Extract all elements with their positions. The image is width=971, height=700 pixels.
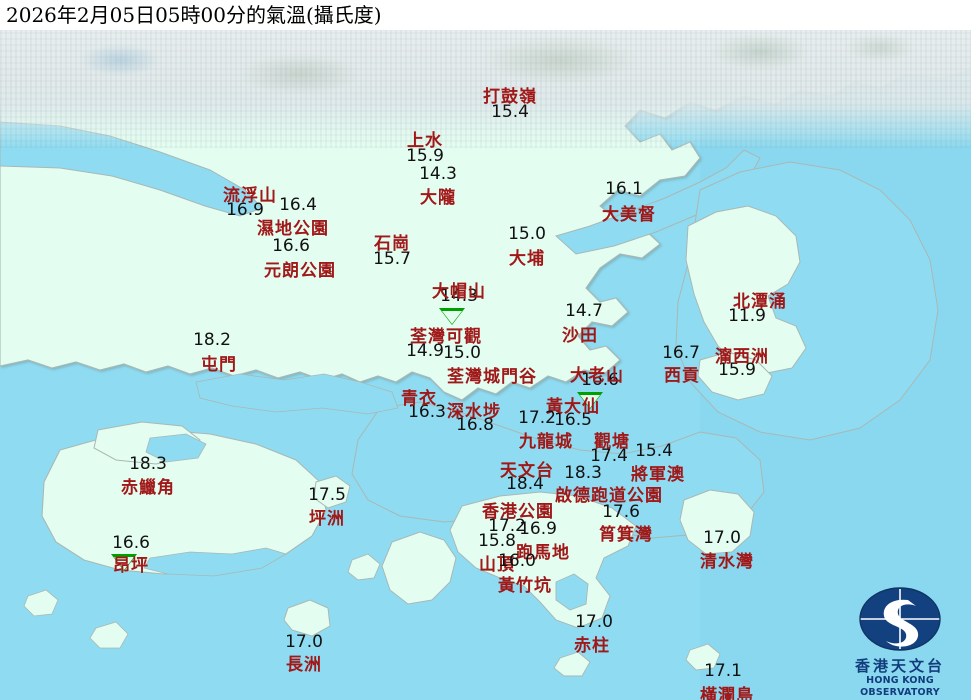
- station-temperature-value: 16.9: [519, 519, 557, 539]
- station-name-label: 石崗: [374, 234, 410, 254]
- hong-kong-map[interactable]: 15.4 打鼓嶺 15.9 上水 14.3 大隴 16.9 流浮山 16.4 濕地公園 16.6 元朗…: [0, 30, 971, 700]
- station-name-label: 九龍城: [519, 432, 573, 452]
- station-name-label: 濕地公園: [257, 219, 329, 239]
- station-name-label: 跑馬地: [516, 543, 570, 563]
- hko-name-zh: 香港天文台: [854, 657, 945, 675]
- station-name-label: 元朗公園: [264, 261, 336, 281]
- hko-name-en: HONG KONG OBSERVATORY: [860, 675, 940, 698]
- station-temperature-value: 16.4: [279, 195, 317, 215]
- station-name-label: 香港公園: [482, 502, 554, 522]
- station-name-label: 澝西洲: [715, 347, 769, 367]
- hko-emblem-icon: [859, 587, 941, 651]
- station-name-label: 觀塘: [594, 432, 630, 452]
- station-temperature-value: 17.1: [704, 661, 742, 681]
- station-temperature-value: 18.2: [193, 330, 231, 350]
- station-temperature-value: 17.0: [703, 528, 741, 548]
- station-temperature-value: 16.9: [226, 200, 264, 220]
- station-name-label: 大老山: [570, 366, 624, 386]
- station-temperature-value: 16.1: [605, 179, 643, 199]
- station-temperature-value: 17.5: [308, 485, 346, 505]
- station-temperature-value: 16.6: [581, 370, 619, 390]
- page-title: 2026年2月05日05時00分的氣溫(攝氏度): [6, 3, 382, 27]
- station-temperature-value: 16.6: [112, 533, 150, 553]
- title-bar: 2026年2月05日05時00分的氣溫(攝氏度): [0, 0, 971, 30]
- station-name-label: 坪洲: [309, 509, 345, 529]
- station-name-label: 昂坪: [113, 556, 149, 576]
- station-name-label: 清水灣: [700, 552, 754, 572]
- station-name-label: 大美督: [602, 205, 656, 225]
- station-temperature-value: 18.3: [129, 454, 167, 474]
- station-name-label: 筲箕灣: [599, 525, 653, 545]
- station-temperature-value: 17.6: [602, 502, 640, 522]
- station-name-label: 赤鱲角: [121, 478, 175, 498]
- station-temperature-value: 14.9: [406, 341, 444, 361]
- station-temperature-value: 14.3: [440, 286, 478, 306]
- hko-logo: 香港天文台 HONG KONG OBSERVATORY: [835, 586, 965, 698]
- station-temperature-value: 15.0: [443, 343, 481, 363]
- station-name-label: 黃大仙: [546, 397, 600, 417]
- station-name-label: 山頂: [479, 555, 515, 575]
- station-temperature-value: 15.8: [478, 531, 516, 551]
- station-temperature-value: 15.0: [508, 224, 546, 244]
- station-name-label: 長洲: [286, 655, 322, 675]
- station-min-marker-icon: [439, 308, 465, 325]
- station-name-label: 青衣: [401, 389, 437, 409]
- station-temperature-value: 17.0: [285, 632, 323, 652]
- station-name-label: 赤柱: [574, 636, 610, 656]
- station-name-label: 大埔: [509, 249, 545, 269]
- station-name-label: 啟德跑道公園: [555, 486, 663, 506]
- station-temperature-value: 17.2: [488, 516, 526, 536]
- station-name-label: 黃竹坑: [498, 576, 552, 596]
- station-name-label: 屯門: [201, 355, 237, 375]
- station-name-label: 大帽山: [432, 282, 486, 302]
- station-temperature-value: 18.4: [506, 474, 544, 494]
- station-name-label: 大隴: [420, 188, 456, 208]
- station-name-label: 將軍澳: [631, 465, 685, 485]
- station-temperature-value: 14.3: [419, 164, 457, 184]
- station-temperature-value: 15.4: [635, 441, 673, 461]
- station-temperature-value: 16.7: [662, 343, 700, 363]
- station-temperature-value: 16.0: [498, 551, 536, 571]
- station-temperature-value: 11.9: [728, 306, 766, 326]
- station-name-label: 流浮山: [223, 186, 277, 206]
- station-temperature-value: 15.9: [406, 146, 444, 166]
- station-name-label: 西貢: [664, 366, 700, 386]
- station-temperature-value: 15.7: [373, 249, 411, 269]
- station-temperature-value: 16.5: [554, 410, 592, 430]
- station-temperature-value: 16.8: [456, 415, 494, 435]
- station-temperature-value: 17.0: [575, 612, 613, 632]
- station-min-marker-icon: [111, 554, 137, 571]
- station-name-label: 北潭涌: [733, 292, 787, 312]
- station-name-label: 上水: [407, 131, 443, 151]
- station-temperature-value: 15.9: [718, 360, 756, 380]
- station-name-label: 天文台: [500, 461, 554, 481]
- station-temperature-value: 16.3: [408, 402, 446, 422]
- station-temperature-value: 17.2: [518, 408, 556, 428]
- station-name-label: 打鼓嶺: [483, 87, 537, 107]
- station-temperature-value: 16.6: [272, 236, 310, 256]
- station-name-label: 橫瀾島: [700, 686, 754, 700]
- station-name-label: 荃灣可觀: [410, 327, 482, 347]
- station-name-label: 沙田: [562, 326, 598, 346]
- station-name-label: 荃灣城門谷: [447, 367, 537, 387]
- station-min-marker-icon: [577, 392, 603, 409]
- station-temperature-value: 17.4: [590, 446, 628, 466]
- station-temperature-value: 18.3: [564, 463, 602, 483]
- station-temperature-value: 14.7: [565, 301, 603, 321]
- station-name-label: 深水埗: [447, 402, 501, 422]
